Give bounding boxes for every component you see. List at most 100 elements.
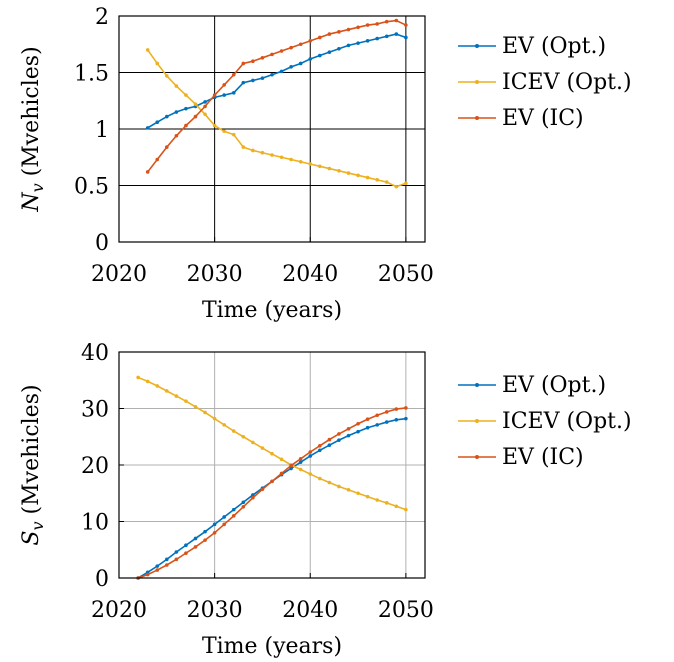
data-point [165, 74, 169, 78]
data-point [318, 35, 322, 40]
y-axis-unit: (Mvehicles) [19, 384, 44, 521]
data-point [222, 522, 226, 527]
data-point [404, 416, 408, 421]
data-point [251, 59, 255, 63]
data-point [212, 123, 217, 128]
data-point [394, 504, 399, 509]
data-point [375, 498, 379, 502]
x-tick-label: 2020 [91, 262, 147, 287]
y-axis-subscript: v [28, 183, 47, 192]
x-tick-label: 2050 [378, 598, 434, 623]
data-point [145, 126, 150, 130]
data-point [346, 27, 351, 32]
y-tick-label: 0 [95, 231, 109, 256]
data-point [365, 175, 370, 180]
data-point [251, 440, 255, 445]
y-axis-symbol: S [19, 530, 44, 545]
data-point [241, 434, 246, 439]
data-point [337, 438, 341, 442]
data-point [145, 379, 150, 384]
data-point [241, 145, 246, 149]
data-point [231, 91, 236, 95]
legend-swatch-marker [475, 116, 479, 120]
data-point [241, 61, 246, 66]
y-axis-title: Nv (Mvehicles) [19, 46, 47, 212]
data-point [184, 123, 188, 128]
data-point [327, 166, 332, 171]
x-tick-label: 2040 [282, 598, 338, 623]
data-point [375, 178, 379, 182]
x-tick-label: 2030 [187, 598, 243, 623]
data-point [145, 572, 150, 577]
data-point [203, 112, 207, 117]
data-point [251, 493, 255, 497]
data-point [404, 181, 408, 186]
legend-swatch-marker [475, 80, 479, 84]
data-point [145, 170, 150, 174]
data-point [375, 22, 379, 26]
data-point [279, 457, 284, 462]
y-tick-label: 10 [81, 511, 109, 536]
data-point [155, 568, 160, 572]
data-point [394, 418, 399, 422]
data-point [212, 416, 217, 421]
data-point [174, 84, 179, 88]
data-point [337, 484, 341, 489]
data-point [289, 466, 293, 471]
y-tick-label: 2 [95, 5, 109, 30]
legend: EV (Opt.) ICEV (Opt.) EV (IC) [458, 373, 632, 470]
data-point [260, 56, 265, 60]
data-point [298, 159, 303, 164]
data-point [356, 173, 360, 178]
data-point [184, 551, 188, 555]
data-point [337, 432, 341, 436]
data-point [365, 425, 370, 430]
data-point [356, 491, 360, 496]
legend-label: EV (Opt.) [502, 373, 606, 398]
data-point [184, 399, 188, 403]
data-point [289, 463, 293, 468]
data-point [298, 61, 303, 66]
data-point [404, 23, 408, 27]
data-point [203, 410, 207, 415]
x-tick-label: 2020 [91, 598, 147, 623]
data-point [251, 78, 255, 83]
data-point [327, 32, 332, 36]
data-point [346, 488, 351, 492]
data-point [184, 93, 188, 97]
data-point [375, 423, 379, 427]
data-point [308, 454, 313, 458]
legend: EV (Opt.) ICEV (Opt.) EV (IC) [458, 34, 632, 131]
data-point [337, 169, 341, 173]
data-point [404, 406, 408, 410]
data-point [308, 450, 313, 454]
y-axis-title: Sv (Mvehicles) [19, 384, 47, 545]
data-point [327, 443, 332, 448]
data-point [231, 507, 236, 512]
y-tick-label: 1.5 [74, 62, 109, 87]
data-point [279, 155, 284, 160]
data-point [155, 384, 160, 388]
data-point [231, 72, 236, 77]
data-point [318, 53, 322, 58]
data-point [193, 545, 198, 549]
data-point [222, 129, 226, 134]
data-point [203, 100, 207, 104]
data-point [165, 563, 169, 567]
data-point [384, 34, 389, 39]
data-point [356, 429, 360, 434]
data-point [289, 45, 293, 50]
series-line-2 [147, 49, 407, 188]
data-point [375, 36, 379, 41]
data-point [346, 43, 351, 48]
data-point [222, 423, 226, 427]
data-point [384, 410, 389, 414]
y-axis-subscript: v [28, 521, 47, 530]
data-point [222, 515, 226, 519]
data-point [404, 35, 408, 40]
y-axis-symbol: N [19, 192, 44, 213]
data-point [289, 157, 293, 162]
data-point [136, 375, 140, 380]
data-point [165, 389, 169, 393]
data-point [365, 494, 370, 499]
